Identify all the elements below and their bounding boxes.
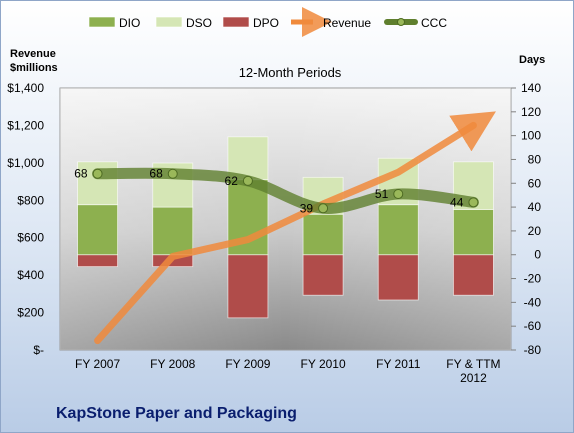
legend-label: CCC: [421, 16, 447, 30]
ccc-data-label: 68: [74, 167, 88, 181]
right-axis-title: Days: [519, 54, 545, 66]
right-tick-label: -20: [524, 272, 542, 286]
left-axis: $- $200 $400 $600 $800 $1,000 $1,200 $1,400: [7, 81, 44, 357]
left-tick-label: $400: [17, 268, 44, 282]
x-tick-label: FY 2011: [376, 357, 421, 371]
right-tick-label: 120: [521, 105, 541, 119]
left-tick-label: $1,200: [7, 118, 44, 132]
right-tick-label: -40: [524, 295, 542, 309]
ccc-point: [318, 203, 329, 214]
legend: DIO DSO DPO Revenue CCC: [88, 7, 447, 37]
dio-bar: [77, 204, 118, 256]
right-tick-label: 80: [528, 152, 542, 166]
left-axis-title-line2: $millions: [10, 62, 58, 74]
ccc-data-label: 68: [149, 167, 163, 181]
x-tick-label: FY 2007: [75, 357, 120, 371]
chart-title: 12-Month Periods: [239, 65, 342, 80]
left-tick-label: $200: [17, 306, 44, 320]
left-tick-label: $1,000: [7, 156, 44, 170]
ccc-point: [242, 175, 253, 186]
left-tick-label: $800: [17, 193, 44, 207]
right-tick-label: -80: [524, 343, 542, 357]
dso-bar: [227, 136, 269, 181]
dpo-bar: [77, 254, 118, 268]
legend-label: Revenue: [323, 16, 371, 30]
x-tick-label: FY 2010: [301, 357, 346, 371]
right-tick-label: 60: [528, 176, 542, 190]
ccc-point: [393, 188, 404, 199]
x-axis: FY 2007 FY 2008 FY 2009 FY 2010 FY 2011 FY & …: [75, 357, 501, 385]
right-axis: -80 -60 -40 -20 0 20 40 60 80 100 120 140: [511, 81, 541, 357]
dpo-bar: [453, 254, 494, 296]
right-tick-label: 0: [534, 248, 541, 262]
dio-bar: [377, 204, 419, 256]
left-tick-label: $-: [33, 343, 44, 357]
dpo-bar: [227, 254, 269, 319]
x-tick-label: FY 2008: [150, 357, 195, 371]
left-tick-label: $600: [17, 231, 44, 245]
ccc-point: [92, 168, 103, 179]
revenue-line: [94, 111, 496, 345]
x-tick-label: FY & TTM 2012: [446, 357, 500, 385]
legend-swatch: [88, 16, 116, 28]
right-tick-label: 40: [528, 200, 542, 214]
left-tick-label: $1,400: [7, 81, 44, 95]
x-tick-label: FY 2009: [225, 357, 270, 371]
ccc-line: [92, 167, 479, 214]
legend-swatch-marker: [397, 18, 405, 26]
lines: 68 68 62 39 51 44: [74, 111, 496, 345]
left-axis-title-line1: Revenue: [10, 48, 56, 60]
legend-label: DSO: [186, 16, 212, 30]
ccc-data-label: 51: [375, 187, 389, 201]
ccc-data-label: 44: [450, 195, 464, 209]
legend-swatch: [155, 16, 183, 28]
right-tick-label: 140: [521, 81, 541, 95]
ccc-data-label: 62: [225, 174, 239, 188]
dpo-bar: [377, 254, 419, 301]
ccc-data-label: 39: [300, 201, 314, 215]
right-tick-label: 20: [528, 224, 542, 238]
dio-bar: [302, 213, 344, 256]
dio-bar: [152, 206, 194, 256]
company-name: KapStone Paper and Packaging: [56, 405, 297, 422]
legend-swatch: [222, 16, 250, 28]
right-tick-label: 100: [521, 129, 541, 143]
ccc-point: [167, 168, 178, 179]
dpo-bar: [302, 254, 344, 296]
ccc-point: [468, 197, 479, 208]
dio-bar: [453, 209, 494, 256]
right-tick-label: -60: [524, 319, 542, 333]
legend-label: DIO: [119, 16, 140, 30]
legend-label: DPO: [253, 16, 279, 30]
